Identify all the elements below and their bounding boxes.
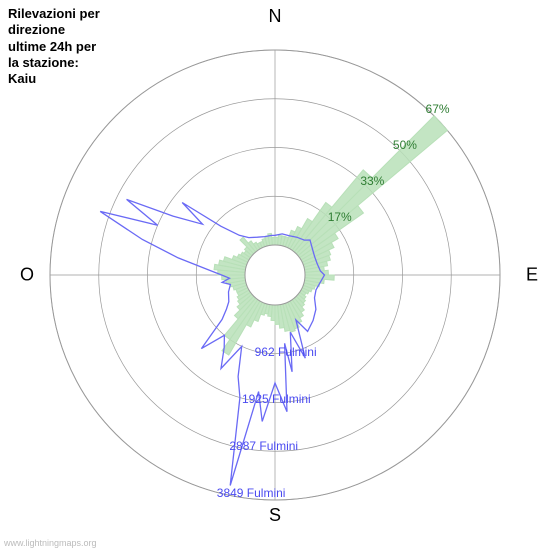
cardinal-south: S [269,505,281,526]
fulmini-ring-label: 2887 Fulmini [229,439,298,453]
percent-ring-label: 33% [360,174,384,188]
percent-ring-label: 67% [426,102,450,116]
footer-attribution: www.lightningmaps.org [4,538,97,548]
cardinal-west: O [20,265,34,286]
cardinal-east: E [526,265,538,286]
polar-chart-container: { "title_text": "Rilevazioni per\ndirezi… [0,0,550,550]
fulmini-ring-label: 962 Fulmini [255,345,317,359]
percent-ring-label: 50% [393,138,417,152]
cardinal-north: N [269,6,282,27]
fulmini-ring-label: 1925 Fulmini [242,392,311,406]
fulmini-ring-label: 3849 Fulmini [217,486,286,500]
chart-title: Rilevazioni per direzione ultime 24h per… [8,6,100,87]
percent-ring-label: 17% [328,210,352,224]
